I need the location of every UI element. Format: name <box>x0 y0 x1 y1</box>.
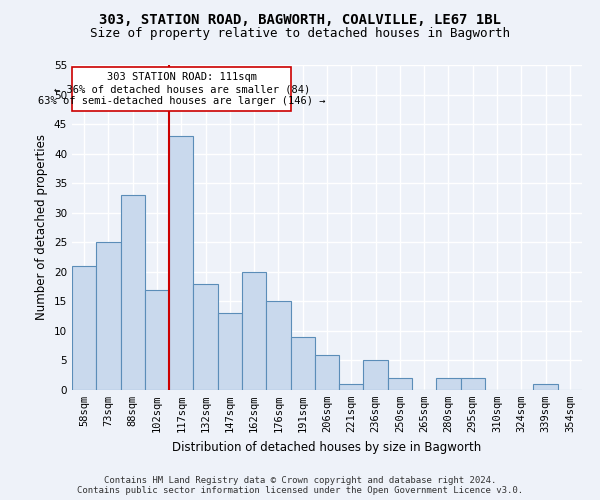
Bar <box>193 284 218 390</box>
Bar <box>242 272 266 390</box>
Bar <box>145 290 169 390</box>
Bar <box>388 378 412 390</box>
Bar <box>339 384 364 390</box>
Text: ← 36% of detached houses are smaller (84): ← 36% of detached houses are smaller (84… <box>53 84 310 94</box>
FancyBboxPatch shape <box>73 67 291 111</box>
Bar <box>96 242 121 390</box>
Y-axis label: Number of detached properties: Number of detached properties <box>35 134 49 320</box>
Text: 303 STATION ROAD: 111sqm: 303 STATION ROAD: 111sqm <box>107 72 257 83</box>
Text: 63% of semi-detached houses are larger (146) →: 63% of semi-detached houses are larger (… <box>38 96 326 106</box>
Bar <box>436 378 461 390</box>
Bar <box>533 384 558 390</box>
Bar <box>169 136 193 390</box>
Bar <box>218 313 242 390</box>
Text: 303, STATION ROAD, BAGWORTH, COALVILLE, LE67 1BL: 303, STATION ROAD, BAGWORTH, COALVILLE, … <box>99 12 501 26</box>
Bar <box>364 360 388 390</box>
X-axis label: Distribution of detached houses by size in Bagworth: Distribution of detached houses by size … <box>172 440 482 454</box>
Text: Size of property relative to detached houses in Bagworth: Size of property relative to detached ho… <box>90 28 510 40</box>
Text: Contains HM Land Registry data © Crown copyright and database right 2024.
Contai: Contains HM Land Registry data © Crown c… <box>77 476 523 495</box>
Bar <box>266 302 290 390</box>
Bar <box>461 378 485 390</box>
Bar <box>72 266 96 390</box>
Bar <box>315 354 339 390</box>
Bar <box>290 337 315 390</box>
Bar <box>121 195 145 390</box>
